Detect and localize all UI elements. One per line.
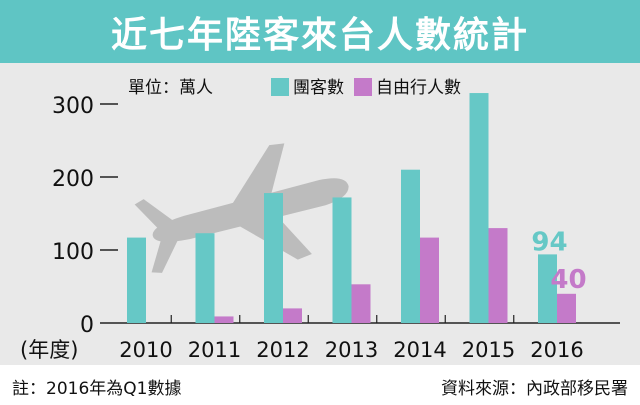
x-tick-label: 2014 [393, 338, 446, 362]
bar-group-tour [332, 197, 352, 323]
x-tick-label: 2015 [462, 338, 515, 362]
footer: 註：2016年為Q1數據 資料來源：內政部移民署 [0, 365, 640, 405]
data-label-free-travel: 40 [550, 265, 586, 295]
y-tick-label: 200 [52, 167, 94, 192]
bar-group-tour [469, 93, 489, 323]
x-unit-label: (年度) [20, 338, 78, 362]
x-tick-label: 2013 [325, 338, 378, 362]
x-tick-label: 2010 [119, 338, 172, 362]
bar-group-tour [195, 233, 215, 323]
footnote: 註：2016年為Q1數據 [12, 379, 182, 399]
title-bar: 近七年陸客來台人數統計 [0, 0, 640, 63]
x-tick-label: 2012 [256, 338, 309, 362]
bar-free-travel [420, 237, 439, 323]
data-label-group-tour: 94 [531, 227, 567, 257]
chart-title: 近七年陸客來台人數統計 [110, 15, 529, 56]
legend-swatch [271, 78, 289, 96]
airplane-icon [134, 143, 349, 273]
x-tick-label: 2016 [530, 338, 583, 362]
bar-free-travel [214, 316, 234, 323]
bar-group-tour [538, 254, 557, 323]
y-tick-label: 0 [80, 313, 94, 338]
bar-group-tour [264, 193, 283, 323]
bar-free-travel [283, 308, 302, 323]
legend-label: 團客數 [293, 78, 344, 98]
source-note: 資料來源：內政部移民署 [441, 379, 628, 399]
bar-free-travel [351, 284, 371, 323]
chart-panel [0, 63, 640, 365]
bar-free-travel [557, 293, 576, 323]
unit-label: 單位：萬人 [128, 78, 213, 98]
chart-svg: 0 100 200 300 2010 2011 2012 2013 2014 2015 2016 (年… [20, 78, 620, 362]
x-tick-label: 2011 [188, 338, 241, 362]
bar-group-tour [127, 237, 146, 323]
bar-group-tour [401, 169, 420, 323]
legend-label: 自由行人數 [376, 78, 461, 98]
y-tick-label: 300 [52, 94, 94, 119]
legend-swatch [354, 78, 372, 96]
bar-free-travel [488, 228, 508, 323]
y-tick-label: 100 [52, 240, 94, 265]
